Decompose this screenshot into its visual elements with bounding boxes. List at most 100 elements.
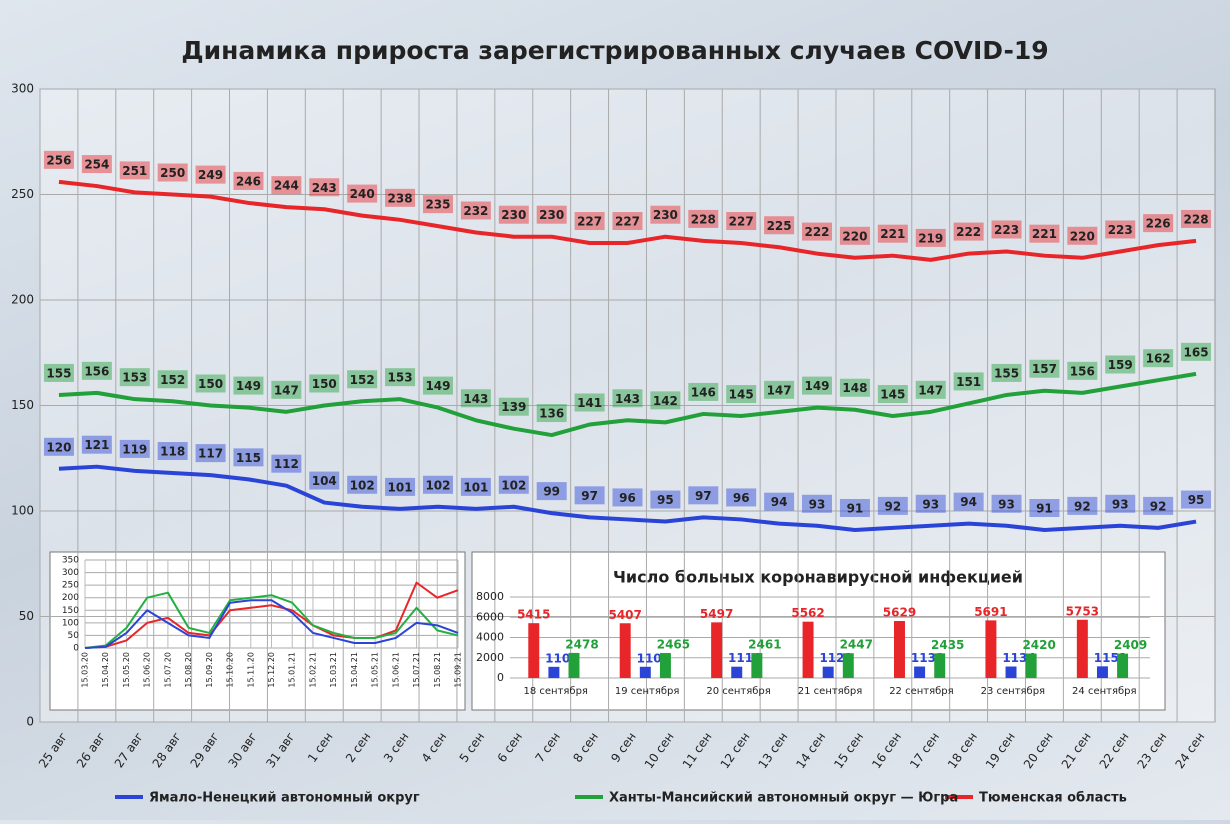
label-box [43,437,74,456]
label-box [726,488,757,507]
bar [659,653,671,678]
label-box [119,368,150,387]
legend-label: Ханты-Мансийский автономный округ — Югра [609,791,958,806]
data-label: 2435 [931,638,964,652]
label-box [195,374,226,393]
bar [985,620,997,678]
data-label: 230 [539,208,564,222]
data-label: 219 [918,231,943,245]
label-box [195,165,226,184]
data-label: 2409 [1114,638,1147,652]
data-label: 145 [880,388,905,402]
label-box [385,188,416,207]
label-box [764,380,795,399]
bar [751,653,763,678]
label-box [309,374,340,393]
x-tick-label: 15.01.21 [288,652,297,688]
bar [914,666,926,678]
label-box [271,454,302,473]
label-box [498,205,529,224]
data-label: 5691 [974,605,1007,619]
x-tick-label: 15.03.20 [81,652,90,688]
x-tick-label: 15.06.21 [391,652,400,688]
data-label: 232 [463,204,488,218]
label-box [498,475,529,494]
legend-label: Тюменская область [979,791,1127,806]
y-tick-label: 200 [11,293,34,307]
x-tick-label: 11 сен [680,730,715,772]
x-tick-label: 29 авг [188,730,222,771]
y-tick-label: 50 [68,631,80,641]
x-tick-label: 22 сен [1097,730,1132,772]
data-label: 97 [695,489,712,503]
x-tick-label: 15.09.21 [454,652,463,688]
y-tick-label: 150 [11,398,34,412]
data-label: 102 [425,478,450,492]
bar [619,623,631,678]
data-label: 251 [122,164,147,178]
label-box [271,380,302,399]
x-tick-label: 10 сен [642,730,677,772]
label-box [688,382,719,401]
x-tick-label: 2 сен [343,730,374,765]
x-tick-label: 15 сен [831,730,866,772]
label-box [688,486,719,505]
bar [548,666,560,678]
label-box [1181,342,1212,361]
x-tick-label: 1 сен [305,730,336,765]
bar [639,666,651,678]
data-label: 147 [767,383,792,397]
x-tick-label: 15.07.20 [163,652,172,688]
x-tick-label: 24 сен [1172,730,1207,772]
label-box [574,212,605,231]
label-box [1029,498,1060,517]
label-box [1181,490,1212,509]
data-label: 149 [804,379,829,393]
label-box [536,482,567,501]
data-label: 115 [236,451,261,465]
data-label: 249 [198,168,223,182]
x-tick-label: 7 сен [532,730,563,765]
label-box [953,372,984,391]
data-label: 112 [274,457,299,471]
y-tick-label: 50 [19,609,34,623]
data-label: 226 [1146,217,1171,231]
label-box [43,150,74,169]
label-box [839,378,870,397]
data-label: 149 [425,379,450,393]
label-box [764,216,795,235]
data-label: 97 [581,489,598,503]
x-tick-label: 19 сентября [615,686,679,697]
x-tick-label: 23 сентября [981,686,1045,697]
data-label: 93 [809,497,826,511]
chart-title: Динамика прироста зарегистрированных слу… [181,36,1048,65]
x-tick-label: 4 сен [419,730,450,765]
x-tick-label: 15.05.21 [371,652,380,688]
data-label: 152 [160,373,185,387]
data-label: 254 [84,158,109,172]
label-box [1029,359,1060,378]
data-label: 220 [842,229,867,243]
label-box [802,494,833,513]
data-label: 148 [842,381,867,395]
data-label: 146 [691,385,716,399]
data-label: 94 [960,495,977,509]
data-label: 246 [236,174,261,188]
label-box [347,475,378,494]
label-box [1181,209,1212,228]
x-tick-label: 21 сен [1059,730,1094,772]
data-label: 2420 [1022,638,1055,652]
label-box [953,492,984,511]
x-tick-label: 15.06.20 [143,652,152,688]
label-box [915,494,946,513]
label-box [877,385,908,404]
data-label: 121 [84,438,109,452]
data-label: 235 [425,198,450,212]
x-tick-label: 17 сен [907,730,942,772]
inset-panel [471,551,1166,711]
data-label: 244 [274,179,299,193]
label-box [157,163,188,182]
line [84,599,459,649]
data-label: 155 [46,366,71,380]
